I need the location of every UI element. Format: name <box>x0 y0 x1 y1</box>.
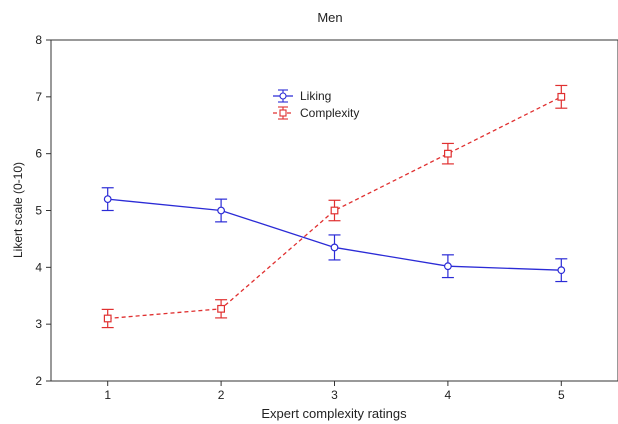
legend-label-liking: Liking <box>300 89 331 103</box>
y-tick-label: 3 <box>35 317 42 331</box>
series-complexity <box>101 84 568 329</box>
data-point-liking <box>444 262 452 271</box>
legend-marker-complexity <box>279 109 287 117</box>
x-tick-label: 5 <box>558 388 565 402</box>
x-tick-label: 2 <box>218 388 225 402</box>
y-tick-label: 5 <box>35 204 42 218</box>
data-point-liking <box>103 195 112 204</box>
x-axis: 1 2 3 4 5 <box>104 381 565 402</box>
data-point-complexity <box>330 206 339 215</box>
x-tick-label: 3 <box>331 388 338 402</box>
data-point-liking <box>217 206 226 215</box>
data-point-complexity <box>444 149 452 158</box>
series-liking <box>101 187 568 283</box>
data-point-complexity <box>557 92 566 101</box>
data-point-liking <box>330 243 339 252</box>
data-point-complexity <box>103 314 112 323</box>
legend-marker-liking <box>279 92 287 100</box>
y-axis-label: Likert scale (0-10) <box>11 162 25 258</box>
legend-item-complexity: Complexity <box>273 106 359 120</box>
legend-label-complexity: Complexity <box>300 106 359 120</box>
y-tick-label: 6 <box>35 147 42 161</box>
y-tick-label: 7 <box>35 90 42 104</box>
x-axis-label: Expert complexity ratings <box>261 406 407 421</box>
y-axis: 2 3 4 5 6 7 8 <box>35 33 51 388</box>
series-layer <box>101 84 568 329</box>
y-tick-label: 8 <box>35 33 42 47</box>
data-point-liking <box>557 266 566 275</box>
chart-title: Men <box>317 10 342 25</box>
legend-item-liking: Liking <box>273 89 331 103</box>
x-tick-label: 4 <box>445 388 452 402</box>
x-tick-label: 1 <box>104 388 111 402</box>
legend: Liking Complexity <box>273 89 359 120</box>
data-point-complexity <box>217 304 226 313</box>
y-tick-label: 4 <box>35 260 42 274</box>
y-tick-label: 2 <box>35 374 42 388</box>
